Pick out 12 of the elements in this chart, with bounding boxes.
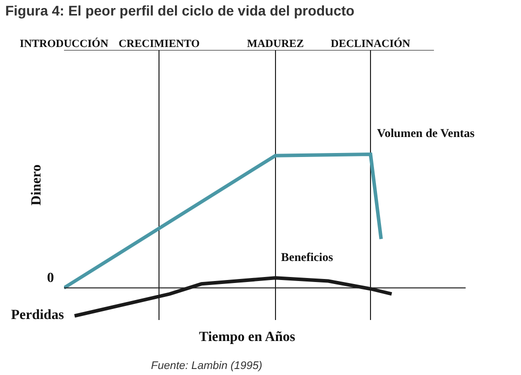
series-label: Beneficios: [281, 250, 334, 264]
source-note: Fuente: Lambin (1995): [151, 360, 263, 372]
x-tick-label: INTRODUCCIÓN: [20, 36, 108, 50]
y-axis-title: Dinero: [30, 164, 45, 206]
x-tick-label: CRECIMIENTO: [118, 38, 200, 50]
x-tick-label: DECLINACIÓN: [330, 36, 410, 50]
x-axis-title: Tiempo en Años: [199, 330, 296, 345]
chart-title: Figura 4: El peor perfil del ciclo de vida del producto: [5, 2, 355, 18]
annotation: Perdidas: [11, 308, 64, 323]
x-tick-label: MADUREZ: [246, 38, 304, 50]
text: 0: [47, 271, 54, 286]
series-label: Volumen de Ventas: [377, 126, 475, 140]
